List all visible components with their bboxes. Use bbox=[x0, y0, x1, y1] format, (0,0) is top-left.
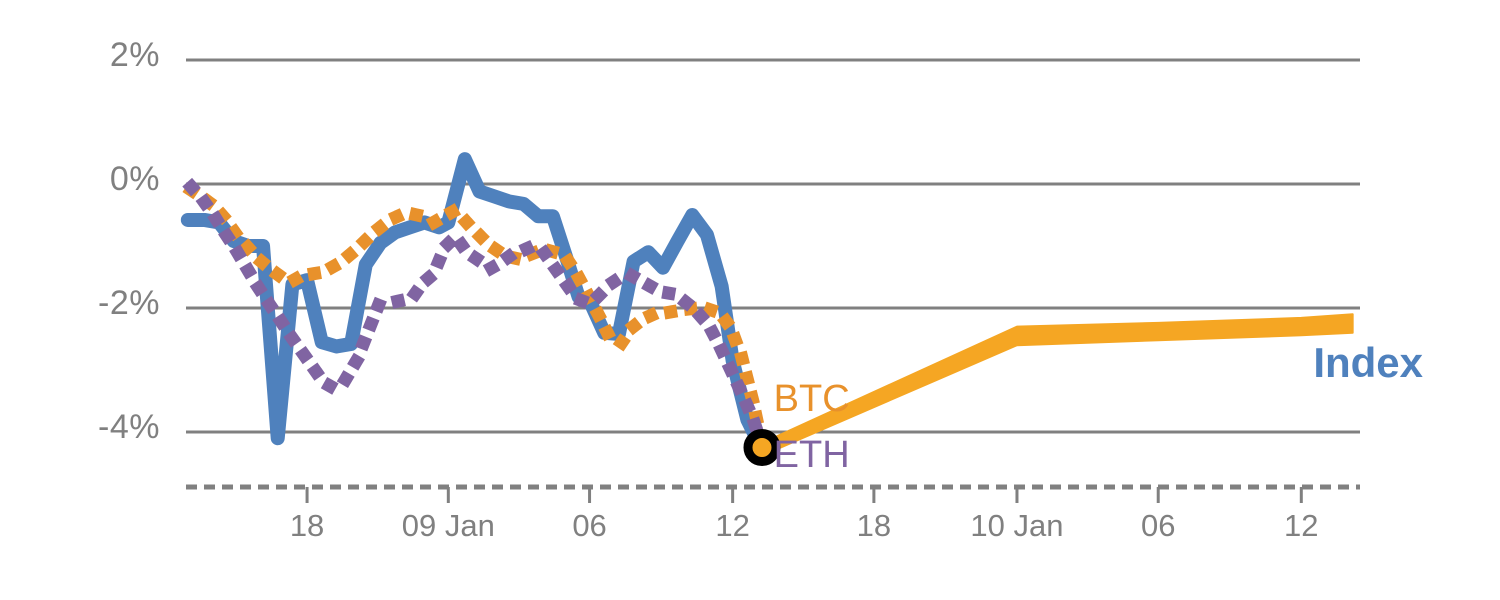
series-lines bbox=[180, 152, 1354, 457]
xtick-label-1: 09 Jan bbox=[401, 508, 495, 543]
current-value-marker bbox=[743, 429, 781, 466]
series-line-btc bbox=[182, 181, 770, 453]
ytick-label-0: 2% bbox=[109, 36, 160, 74]
ytick-label-3: -4% bbox=[98, 408, 160, 446]
xtick-label-5: 10 Jan bbox=[970, 508, 1064, 543]
xtick-label-4: 18 bbox=[856, 508, 892, 543]
btc-series-label: BTC bbox=[773, 378, 850, 421]
ytick-label-1: 0% bbox=[109, 160, 160, 198]
series-band-index-forecast bbox=[760, 313, 1354, 457]
x-axis-line bbox=[186, 484, 1360, 503]
index-series-label: Index bbox=[1313, 338, 1424, 386]
ytick-label-2: -2% bbox=[98, 284, 160, 322]
eth-series-label: ETH bbox=[773, 433, 850, 476]
xtick-label-2: 06 bbox=[572, 508, 607, 543]
xtick-label-7: 12 bbox=[1284, 508, 1319, 543]
xtick-label-0: 18 bbox=[289, 508, 325, 543]
xtick-label-3: 12 bbox=[715, 508, 750, 543]
marker-ring bbox=[743, 429, 781, 466]
series-line-eth bbox=[182, 177, 771, 454]
xtick-label-6: 06 bbox=[1140, 508, 1176, 543]
